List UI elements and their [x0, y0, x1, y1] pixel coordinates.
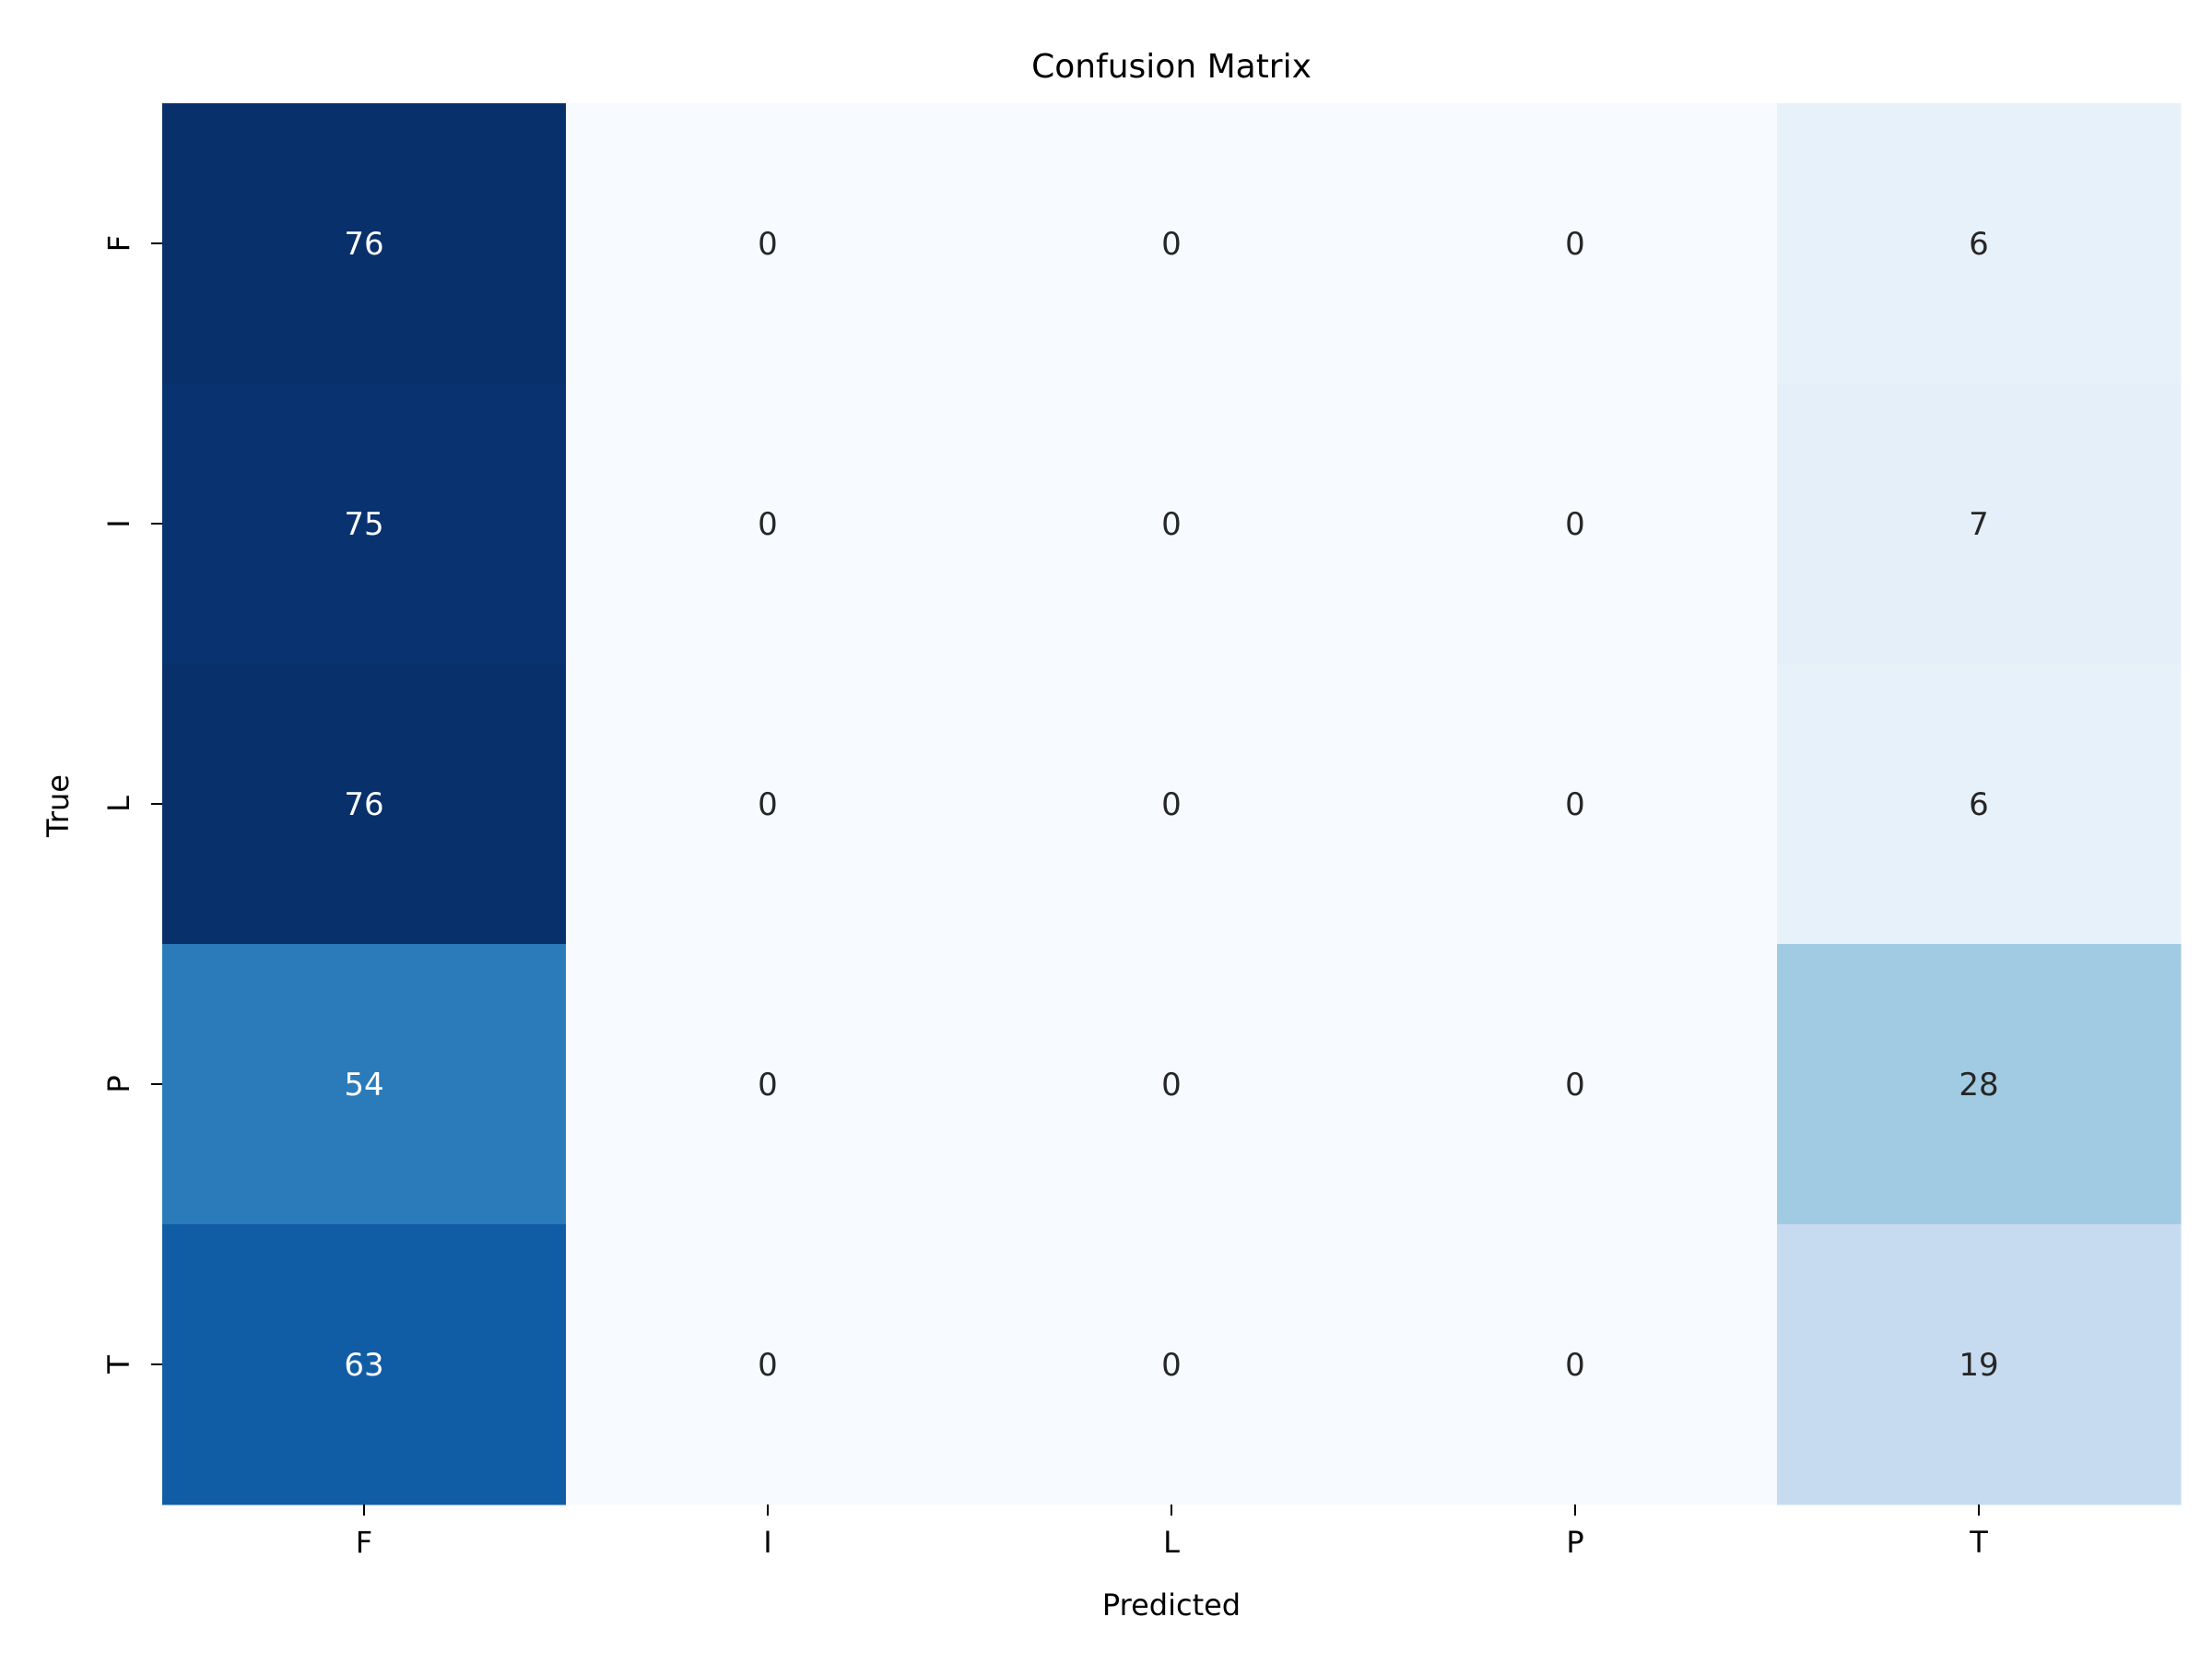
heatmap-cell-F-I	[566, 103, 971, 384]
cell-value-label: 0	[1161, 506, 1182, 543]
cell-value-label: 76	[344, 226, 383, 263]
heatmap-cell-I-P	[1373, 384, 1778, 665]
cell-value-label: 7	[1969, 506, 1989, 543]
heatmap-cell-F-F	[162, 103, 567, 384]
heatmap-cell-T-F	[162, 1224, 567, 1505]
cell-value-label: 63	[344, 1347, 383, 1384]
cell-value-label: 75	[344, 506, 383, 543]
cell-value-label: 19	[1959, 1347, 1998, 1384]
cell-value-label: 0	[1565, 226, 1585, 263]
heatmap-cell-P-T	[1777, 944, 2182, 1225]
x-tick-label: T	[1969, 1525, 1988, 1560]
x-tick-label: F	[356, 1525, 372, 1560]
heatmap-cell-L-T	[1777, 664, 2182, 945]
heatmap-cell-F-L	[970, 103, 1374, 384]
y-tick-label: P	[101, 1075, 136, 1092]
heatmap-cell-P-P	[1373, 944, 1778, 1225]
cell-value-label: 76	[344, 786, 383, 823]
heatmap-cell-I-T	[1777, 384, 2182, 665]
cell-value-label: 0	[1161, 1347, 1182, 1384]
heatmap-cells	[162, 103, 2182, 1505]
cell-value-label: 0	[1161, 226, 1182, 263]
heatmap-cell-L-I	[566, 664, 971, 945]
heatmap-cell-L-L	[970, 664, 1374, 945]
y-tick-label: L	[101, 796, 136, 812]
cell-value-label: 0	[758, 1067, 778, 1103]
cell-value-label: 28	[1959, 1067, 1998, 1103]
y-axis: F I L P T	[101, 235, 162, 1375]
heatmap-cell-I-I	[566, 384, 971, 665]
y-tick-label: T	[101, 1355, 136, 1375]
cell-value-label: 0	[1565, 786, 1585, 823]
heatmap-cell-P-L	[970, 944, 1374, 1225]
y-tick-label: F	[101, 235, 136, 252]
x-axis-label: Predicted	[1102, 1587, 1241, 1623]
heatmap-cell-T-T	[1777, 1224, 2182, 1505]
heatmap-cell-F-P	[1373, 103, 1778, 384]
y-tick-label: I	[101, 519, 136, 527]
cell-value-label: 54	[344, 1067, 383, 1103]
cell-value-label: 6	[1969, 786, 1989, 823]
heatmap-cell-P-I	[566, 944, 971, 1225]
heatmap-value-labels: 76 0 0 0 6 75 0 0 0 7 76 0 0 0 6 54 0 0 0 28 63 0 0 0 19	[344, 226, 1998, 1384]
x-tick-label: P	[1566, 1525, 1583, 1560]
cell-value-label: 0	[758, 786, 778, 823]
x-tick-label: I	[763, 1525, 771, 1560]
y-axis-label: True	[41, 774, 76, 838]
cell-value-label: 0	[758, 506, 778, 543]
heatmap-cell-T-L	[970, 1224, 1374, 1505]
cell-value-label: 0	[1161, 1067, 1182, 1103]
cell-value-label: 0	[1161, 786, 1182, 823]
heatmap-cell-I-L	[970, 384, 1374, 665]
cell-value-label: 0	[1565, 506, 1585, 543]
heatmap-cell-I-F	[162, 384, 567, 665]
chart-title: Confusion Matrix	[1031, 48, 1312, 86]
heatmap-cell-L-F	[162, 664, 567, 945]
cell-value-label: 0	[758, 226, 778, 263]
x-tick-label: L	[1163, 1525, 1180, 1560]
cell-value-label: 6	[1969, 226, 1989, 263]
heatmap-cell-T-I	[566, 1224, 971, 1505]
heatmap-cell-L-P	[1373, 664, 1778, 945]
cell-value-label: 0	[758, 1347, 778, 1384]
heatmap-cell-P-F	[162, 944, 567, 1225]
heatmap-cell-F-T	[1777, 103, 2182, 384]
cell-value-label: 0	[1565, 1347, 1585, 1384]
cell-value-label: 0	[1565, 1067, 1585, 1103]
heatmap-cell-T-P	[1373, 1224, 1778, 1505]
